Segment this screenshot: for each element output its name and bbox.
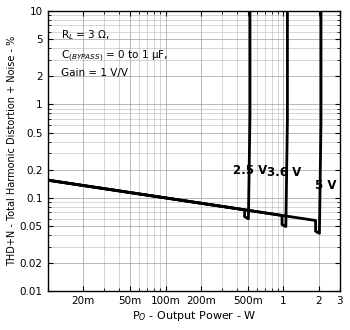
- Y-axis label: THD+N - Total Harmonic Distortion + Noise - %: THD+N - Total Harmonic Distortion + Nois…: [7, 36, 17, 266]
- Text: 5 V: 5 V: [315, 179, 336, 192]
- X-axis label: P$_O$ - Output Power - W: P$_O$ - Output Power - W: [132, 309, 256, 323]
- Text: 2.5 V: 2.5 V: [232, 164, 267, 177]
- Text: 3.6 V: 3.6 V: [267, 166, 302, 180]
- Text: R$_L$ = 3 Ω,
C$_{(BYPASS)}$ = 0 to 1 μF,
Gain = 1 V/V: R$_L$ = 3 Ω, C$_{(BYPASS)}$ = 0 to 1 μF,…: [61, 28, 168, 79]
